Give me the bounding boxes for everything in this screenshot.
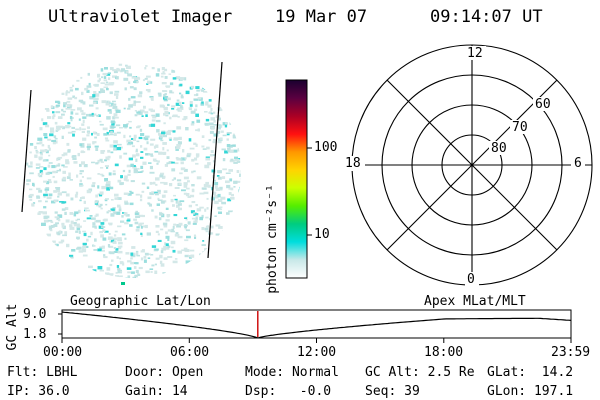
- status-gain: Gain: 14: [125, 384, 188, 399]
- status-gc-alt: GC Alt: 2.5 Re: [365, 365, 475, 380]
- mlt-label-18: 18: [345, 156, 361, 171]
- status-ip: IP: 36.0: [7, 384, 70, 399]
- altitude-max-label: 9.0: [23, 307, 47, 322]
- status-mode: Mode: Normal: [245, 365, 339, 380]
- mlt-label-0: 0: [467, 272, 475, 287]
- tick-label-18: 18:00: [424, 345, 464, 360]
- date-readout: 19 Mar 07: [275, 7, 368, 27]
- tick-label-2359: 23:59: [551, 345, 591, 360]
- mlat-label-70: 70: [512, 120, 528, 135]
- status-glat: GLat: 14.2: [487, 365, 574, 380]
- colorbar-label-100: 100: [314, 140, 338, 155]
- altitude-min-label: 1.8: [23, 327, 47, 342]
- colorbar-label-10: 10: [314, 227, 330, 242]
- tick-label-06: 06:00: [170, 345, 210, 360]
- app-title: Ultraviolet Imager: [48, 7, 233, 27]
- apex-title: Apex MLat/MLT: [424, 294, 526, 309]
- mlt-label-6: 6: [574, 156, 582, 171]
- uv-image-disk: [21, 61, 241, 285]
- status-glon: GLon: 197.1: [487, 384, 574, 399]
- color-scale-bar: [285, 79, 312, 279]
- time-readout: 09:14:07 UT: [430, 7, 543, 27]
- limb-line-left: [21, 89, 32, 213]
- mlat-mlt-polar-dial: [351, 44, 593, 286]
- geographic-title: Geographic Lat/Lon: [70, 294, 211, 309]
- status-flt: Flt: LBHL: [7, 365, 78, 380]
- limb-line-right: [207, 61, 223, 259]
- status-door: Door: Open: [125, 365, 204, 380]
- tick-label-00: 00:00: [43, 345, 83, 360]
- mlt-label-12: 12: [467, 46, 483, 61]
- aurora-pixel: [121, 282, 125, 285]
- status-dsp: Dsp: -0.0: [245, 384, 332, 399]
- mlat-label-80: 80: [491, 141, 507, 156]
- mlat-label-60: 60: [535, 97, 551, 112]
- altitude-timeline: [58, 309, 572, 343]
- status-seq: Seq: 39: [365, 384, 420, 399]
- altitude-axis-label: GC Alt: [5, 303, 20, 351]
- tick-label-12: 12:00: [297, 345, 337, 360]
- altitude-curve: [61, 311, 572, 339]
- colorbar-unit-label: photon cm⁻²s⁻¹: [265, 184, 280, 294]
